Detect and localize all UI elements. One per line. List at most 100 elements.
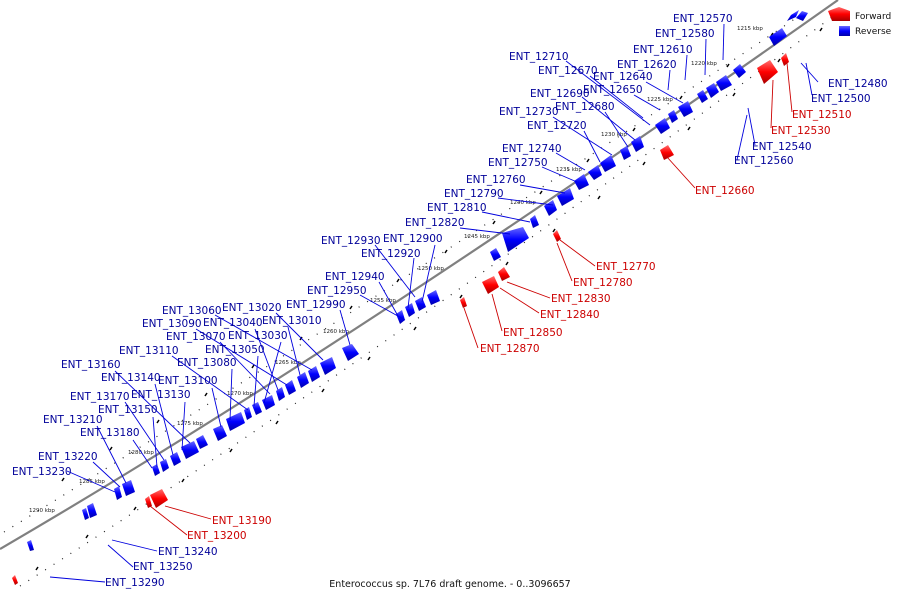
forward-gene[interactable] <box>781 53 789 66</box>
reverse-gene[interactable] <box>655 118 670 134</box>
gene-label[interactable]: ENT_13240 <box>158 546 218 558</box>
reverse-gene[interactable] <box>226 412 245 431</box>
gene-label[interactable]: ENT_12570 <box>673 13 733 25</box>
gene-label[interactable]: ENT_13020 <box>222 302 282 314</box>
gene-label[interactable]: ENT_12850 <box>503 327 563 339</box>
gene-label[interactable]: ENT_12720 <box>527 120 587 132</box>
gene-label[interactable]: ENT_13190 <box>212 515 272 527</box>
gene-label[interactable]: ENT_13090 <box>142 318 202 330</box>
reverse-gene[interactable] <box>320 357 336 375</box>
reverse-gene[interactable] <box>170 452 181 466</box>
gene-label[interactable]: ENT_12560 <box>734 155 794 167</box>
reverse-gene[interactable] <box>122 480 135 496</box>
reverse-gene[interactable] <box>631 136 644 152</box>
gene-label[interactable]: ENT_12790 <box>444 188 504 200</box>
gene-label[interactable]: ENT_13150 <box>98 404 158 416</box>
reverse-gene[interactable] <box>285 380 296 395</box>
reverse-gene[interactable] <box>82 508 89 520</box>
forward-gene[interactable] <box>660 145 674 160</box>
reverse-gene[interactable] <box>530 215 539 228</box>
gene-label[interactable]: ENT_13160 <box>61 359 121 371</box>
gene-label[interactable]: ENT_12580 <box>655 28 715 40</box>
gene-label[interactable]: ENT_13290 <box>105 577 165 589</box>
gene-label[interactable]: ENT_12610 <box>633 44 693 56</box>
gene-label[interactable]: ENT_12760 <box>466 174 526 186</box>
forward-gene[interactable] <box>12 575 18 585</box>
gene-label[interactable]: ENT_13030 <box>228 330 288 342</box>
gene-label[interactable]: ENT_12540 <box>752 141 812 153</box>
forward-gene[interactable] <box>498 267 510 281</box>
gene-label[interactable]: ENT_12710 <box>509 51 569 63</box>
reverse-gene[interactable] <box>276 387 285 401</box>
forward-gene[interactable] <box>150 489 168 508</box>
gene-label[interactable]: ENT_12670 <box>538 65 598 77</box>
reverse-gene[interactable] <box>213 425 227 441</box>
gene-label[interactable]: ENT_13110 <box>119 345 179 357</box>
reverse-gene[interactable] <box>600 155 616 172</box>
reverse-gene[interactable] <box>196 435 208 449</box>
forward-gene[interactable] <box>757 60 778 84</box>
reverse-gene[interactable] <box>574 174 589 190</box>
gene-label[interactable]: ENT_13010 <box>262 315 322 327</box>
reverse-gene[interactable] <box>588 165 602 180</box>
reverse-gene[interactable] <box>769 28 787 46</box>
gene-label[interactable]: ENT_12660 <box>695 185 755 197</box>
reverse-gene[interactable] <box>620 146 631 160</box>
reverse-gene[interactable] <box>308 366 320 382</box>
reverse-gene[interactable] <box>678 101 693 117</box>
forward-gene[interactable] <box>145 496 152 508</box>
reverse-gene[interactable] <box>181 441 199 459</box>
reverse-gene[interactable] <box>252 402 262 415</box>
gene-label[interactable]: ENT_12990 <box>286 299 346 311</box>
gene-label[interactable]: ENT_12510 <box>792 109 852 121</box>
reverse-gene[interactable] <box>152 464 160 476</box>
gene-label[interactable]: ENT_12830 <box>551 293 611 305</box>
gene-label[interactable]: ENT_12770 <box>596 261 656 273</box>
forward-gene[interactable] <box>482 276 499 294</box>
reverse-gene[interactable] <box>427 290 440 305</box>
gene-label[interactable]: ENT_13230 <box>12 466 72 478</box>
gene-label[interactable]: ENT_12930 <box>321 235 381 247</box>
gene-label[interactable]: ENT_13050 <box>205 344 265 356</box>
gene-label[interactable]: ENT_13100 <box>158 375 218 387</box>
gene-label[interactable]: ENT_12500 <box>811 93 871 105</box>
gene-label[interactable]: ENT_13140 <box>101 372 161 384</box>
gene-label[interactable]: ENT_13060 <box>162 305 222 317</box>
gene-label[interactable]: ENT_12480 <box>828 78 888 90</box>
gene-label[interactable]: ENT_12900 <box>383 233 443 245</box>
gene-label[interactable]: ENT_12920 <box>361 248 421 260</box>
reverse-gene[interactable] <box>796 11 808 21</box>
gene-label[interactable]: ENT_12530 <box>771 125 831 137</box>
gene-label[interactable]: ENT_12870 <box>480 343 540 355</box>
reverse-gene[interactable] <box>557 188 574 206</box>
reverse-gene[interactable] <box>733 64 746 78</box>
gene-label[interactable]: ENT_12730 <box>499 106 559 118</box>
gene-label[interactable]: ENT_12650 <box>583 84 643 96</box>
reverse-gene[interactable] <box>27 540 34 551</box>
gene-label[interactable]: ENT_12740 <box>502 143 562 155</box>
reverse-gene[interactable] <box>415 297 426 311</box>
gene-label[interactable]: ENT_13070 <box>166 331 226 343</box>
reverse-gene[interactable] <box>87 503 97 518</box>
forward-gene[interactable] <box>460 297 467 308</box>
reverse-gene[interactable] <box>297 372 309 388</box>
reverse-gene[interactable] <box>342 344 359 361</box>
gene-label[interactable]: ENT_12940 <box>325 271 385 283</box>
gene-label[interactable]: ENT_13040 <box>203 317 263 329</box>
gene-label[interactable]: ENT_13210 <box>43 414 103 426</box>
gene-label[interactable]: ENT_12780 <box>573 277 633 289</box>
gene-label[interactable]: ENT_12690 <box>530 88 590 100</box>
gene-label[interactable]: ENT_12820 <box>405 217 465 229</box>
gene-label[interactable]: ENT_13180 <box>80 427 140 439</box>
reverse-gene[interactable] <box>787 10 799 21</box>
reverse-gene[interactable] <box>160 459 169 472</box>
gene-label[interactable]: ENT_13250 <box>133 561 193 573</box>
gene-label[interactable]: ENT_13170 <box>70 391 130 403</box>
reverse-gene[interactable] <box>114 486 122 500</box>
reverse-gene[interactable] <box>244 407 252 420</box>
gene-label[interactable]: ENT_13220 <box>38 451 98 463</box>
reverse-gene[interactable] <box>668 110 678 123</box>
reverse-gene[interactable] <box>490 248 501 261</box>
reverse-gene[interactable] <box>706 83 719 98</box>
gene-label[interactable]: ENT_13130 <box>131 389 191 401</box>
